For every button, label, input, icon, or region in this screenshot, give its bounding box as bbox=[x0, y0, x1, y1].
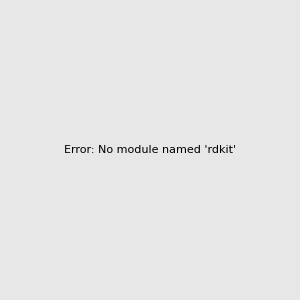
Text: Error: No module named 'rdkit': Error: No module named 'rdkit' bbox=[64, 145, 236, 155]
